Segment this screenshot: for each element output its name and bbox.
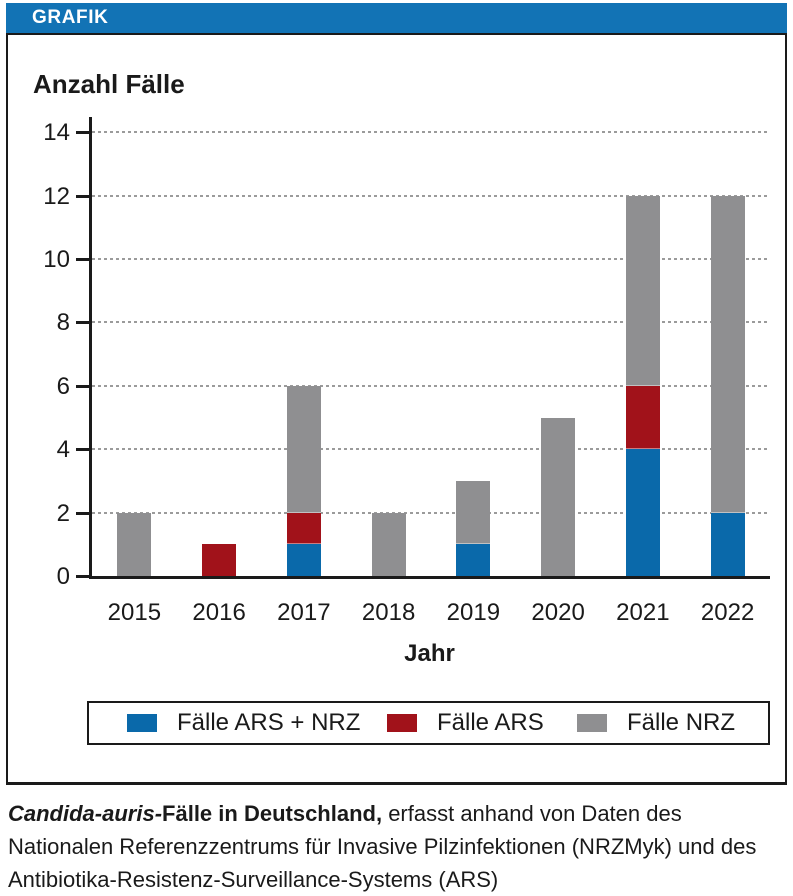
gridline-4: [92, 448, 770, 451]
bar-2017-ars-segment: [286, 512, 321, 545]
y-tick-4: [76, 448, 89, 452]
bar-2018-nrz-segment: [371, 512, 406, 576]
caption-species: Candida-auris-: [8, 801, 163, 826]
caption: Candida-auris-Fälle in Deutschland, erfa…: [8, 797, 788, 896]
legend-label: Fälle NRZ: [627, 709, 736, 736]
y-tick-10: [76, 258, 89, 261]
y-tick-6: [76, 384, 89, 388]
bar-2017-ars-nrz-segment: [286, 544, 321, 576]
y-axis-line: [89, 117, 92, 579]
chart-box: Anzahl Fälle 0 2 4 6 8 10 12 14 2015 2016 2017 2018…: [6, 33, 787, 785]
y-tick-14: [76, 131, 89, 135]
bar-2021-ars-nrz-segment: [625, 449, 660, 576]
bar-2016-ars-segment: [202, 544, 237, 576]
caption-line: Nationalen Referenzzentrums für Invasive…: [8, 834, 757, 859]
y-tick-label-2: 2: [56, 499, 70, 527]
y-tick-label-12: 12: [43, 182, 70, 210]
y-tick-label-4: 4: [56, 436, 70, 464]
legend-swatch-icon: [577, 714, 607, 732]
bar-2019-nrz-segment: [456, 480, 491, 545]
y-tick-label-6: 6: [56, 372, 70, 400]
x-tick-label-2021: 2021: [616, 599, 670, 626]
caption-title-bold: Fälle in Deutschland,: [162, 801, 383, 826]
panel-title: GRAFIK: [32, 7, 109, 28]
y-tick-label-0: 0: [56, 563, 70, 590]
legend-label: Fälle ARS: [437, 709, 544, 736]
caption-line: Candida-auris-Fälle in Deutschland, erfa…: [8, 797, 788, 830]
y-tick-12: [76, 194, 89, 198]
y-tick-label-10: 10: [43, 246, 70, 273]
bar-2021-nrz-segment: [625, 195, 660, 386]
x-tick-label-2022: 2022: [700, 599, 755, 626]
legend-swatch-icon: [387, 714, 417, 732]
x-tick-label-2019: 2019: [446, 599, 501, 626]
bar-2015-nrz-segment: [117, 512, 152, 576]
bar-2021-ars-segment: [625, 385, 660, 450]
legend: Fälle ARS + NRZ Fälle ARS Fälle NRZ: [87, 701, 770, 745]
x-tick-label-2018: 2018: [361, 599, 416, 626]
legend-entry-ars: Fälle ARS: [387, 703, 544, 743]
gridline-6: [92, 384, 770, 387]
x-axis-title: Jahr: [404, 640, 455, 667]
y-tick-2: [76, 511, 89, 515]
x-axis-line: [89, 576, 770, 579]
x-tick-label-2017: 2017: [277, 599, 331, 626]
caption-rest: erfasst anhand von Daten des: [382, 801, 682, 826]
x-tick-label-2016: 2016: [192, 599, 246, 626]
bar-2022-ars-nrz-segment: [710, 512, 745, 576]
gridline-8: [92, 321, 770, 324]
y-axis-title: Anzahl Fälle: [33, 69, 185, 99]
legend-entry-ars-nrz: Fälle ARS + NRZ: [127, 703, 360, 743]
x-tick-label-2015: 2015: [107, 599, 162, 626]
bar-2017-nrz-segment: [286, 385, 321, 513]
bar-2019-ars-nrz-segment: [456, 544, 491, 576]
caption-line: Antibiotika-Resistenz-Surveillance-Syste…: [8, 867, 499, 892]
y-tick-0: [76, 575, 89, 578]
legend-swatch-icon: [127, 714, 157, 732]
y-tick-8: [76, 321, 89, 325]
gridline-2: [92, 511, 770, 514]
title-band: GRAFIK: [6, 3, 787, 33]
y-tick-label-14: 14: [43, 119, 70, 147]
legend-entry-nrz: Fälle NRZ: [577, 703, 735, 743]
y-tick-label-8: 8: [56, 309, 70, 337]
x-tick-label-2020: 2020: [531, 599, 585, 626]
gridline-12: [92, 194, 770, 197]
bar-2020-nrz-segment: [541, 417, 576, 576]
gridline-14: [92, 131, 770, 134]
legend-label: Fälle ARS + NRZ: [177, 709, 361, 736]
gridline-10: [92, 258, 770, 260]
bar-2022-nrz-segment: [710, 195, 745, 513]
